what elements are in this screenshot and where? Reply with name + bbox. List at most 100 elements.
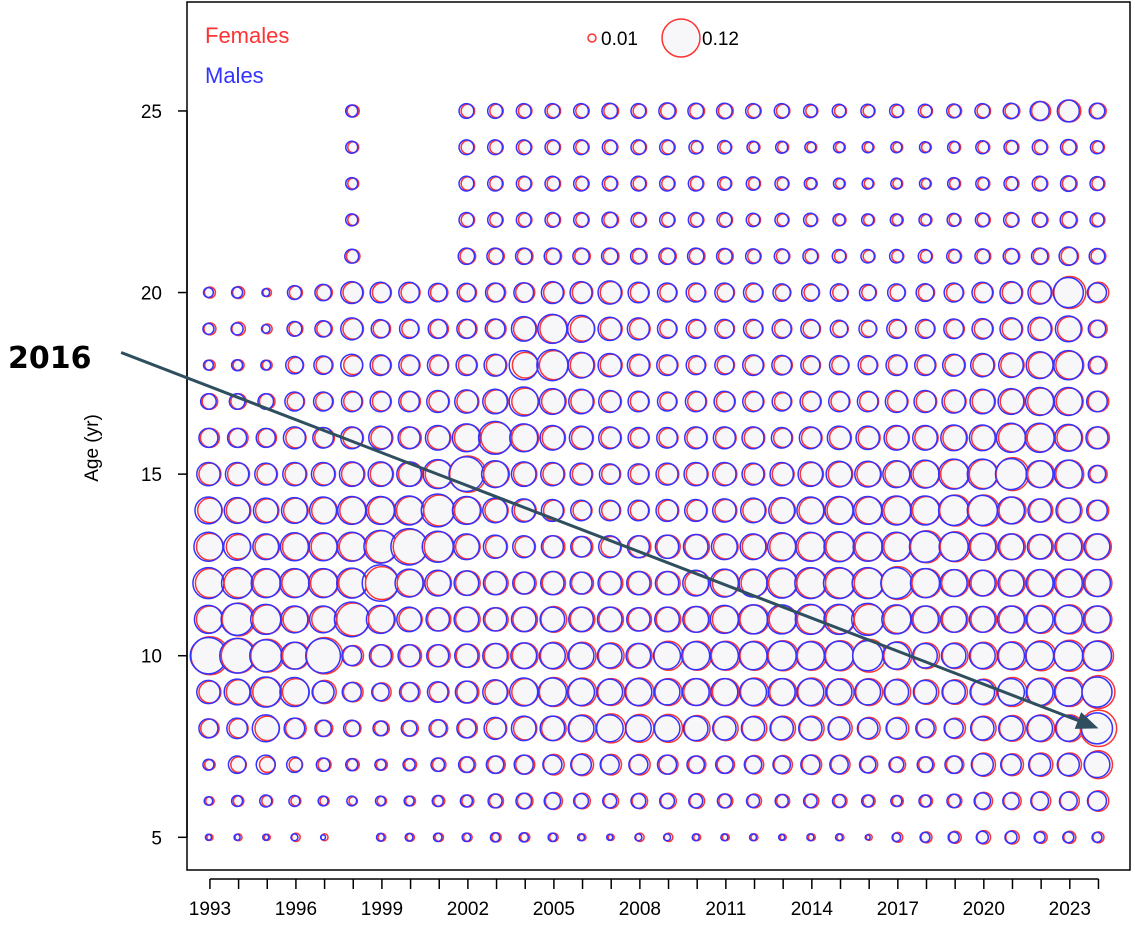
bubble-male xyxy=(767,677,796,707)
bubble-male xyxy=(885,717,908,740)
bubble-male xyxy=(284,391,305,412)
bubble-male xyxy=(508,349,539,381)
bubble-male xyxy=(971,281,994,304)
bubble-female xyxy=(459,756,477,774)
bubble-male xyxy=(658,139,676,156)
bubble-male xyxy=(286,284,303,301)
bubble-male xyxy=(832,141,846,154)
bubble-male xyxy=(601,139,618,156)
bubble-male xyxy=(344,176,359,191)
bubble-male xyxy=(916,756,934,774)
bubble-male xyxy=(368,425,393,451)
bubble-male xyxy=(398,281,421,304)
bubble-male xyxy=(282,426,307,450)
bubble-male xyxy=(569,571,593,595)
bubble-female xyxy=(1026,568,1056,598)
bubble-female xyxy=(1059,790,1081,812)
bubble-female xyxy=(512,606,539,633)
bubble-male xyxy=(599,754,620,775)
bubble-male xyxy=(598,463,621,486)
bubble-female xyxy=(655,606,682,633)
bubble-male xyxy=(630,211,647,229)
bubble-male xyxy=(711,461,737,487)
bubble-male xyxy=(368,644,393,668)
bubble-male xyxy=(654,606,681,633)
bubble-male xyxy=(403,795,415,807)
bubble-male xyxy=(397,644,421,668)
bubble-male xyxy=(624,677,653,707)
bubble-male xyxy=(1059,211,1078,229)
bubble-male xyxy=(885,354,908,377)
bubble-male xyxy=(489,831,501,843)
bubble-female xyxy=(1000,752,1025,777)
bubble-male xyxy=(682,715,709,742)
bubble-male xyxy=(741,462,765,486)
bubble-female xyxy=(456,680,480,704)
bubble-male xyxy=(539,424,566,451)
bubble-male xyxy=(601,102,619,120)
bubble-male xyxy=(854,460,882,488)
bubble-male xyxy=(605,833,614,842)
bubble-female xyxy=(627,607,653,632)
bubble-female xyxy=(1028,498,1054,523)
bubble-male xyxy=(282,461,307,487)
bubble-male xyxy=(1027,280,1053,305)
bubble-male xyxy=(484,318,506,340)
bubble-male xyxy=(652,641,682,670)
bubble-female xyxy=(513,571,537,595)
bubble-male xyxy=(656,282,678,303)
bubble-male xyxy=(431,794,444,808)
bubble-male xyxy=(1083,751,1111,779)
bubble-male xyxy=(860,248,876,264)
bubble-male xyxy=(832,213,846,227)
bubble-male xyxy=(601,175,618,192)
bubble-male xyxy=(860,213,875,227)
bubble-male xyxy=(748,833,758,842)
bubble-male xyxy=(1056,752,1081,777)
bubble-male xyxy=(1026,533,1053,560)
bubble-male xyxy=(630,139,647,156)
bubble-male xyxy=(454,389,479,414)
bubble-female xyxy=(945,755,965,775)
bubble-male xyxy=(510,642,538,670)
bubble-male xyxy=(683,461,709,487)
bubble-male xyxy=(570,753,593,776)
bubble-female xyxy=(598,570,624,596)
bubble-male xyxy=(627,463,650,486)
bubble-male xyxy=(487,793,503,809)
legend-label-females: Females xyxy=(205,23,289,48)
bubble-female xyxy=(683,677,712,707)
bubble-male xyxy=(968,569,996,597)
bubble-male xyxy=(802,248,819,265)
bubble-male xyxy=(312,391,334,412)
bubble-male xyxy=(746,140,760,155)
bubble-male xyxy=(251,714,280,743)
annotation: 2016 xyxy=(8,341,1099,729)
bubble-male xyxy=(482,534,508,560)
y-tick-label: 10 xyxy=(141,647,162,668)
bubble-male xyxy=(745,212,761,228)
bubble-female xyxy=(402,719,420,737)
bubble-male xyxy=(369,390,392,413)
bubble-male xyxy=(823,530,855,563)
bubble-female xyxy=(711,677,741,707)
bubble-male xyxy=(774,140,789,155)
bubble-male xyxy=(831,793,847,809)
bubble-male xyxy=(888,756,905,773)
x-tick-label: 2005 xyxy=(533,899,575,920)
bubble-male xyxy=(510,315,537,342)
bubble-male xyxy=(656,354,679,377)
bubble-male xyxy=(233,833,241,842)
bubble-male xyxy=(997,387,1025,416)
bubble-male xyxy=(685,318,706,340)
bubble-male xyxy=(658,175,676,192)
bubble-male xyxy=(596,606,623,633)
bubble-male xyxy=(685,354,706,376)
bubble-male xyxy=(483,353,507,377)
bubble-male xyxy=(943,282,964,303)
bubble-male xyxy=(804,141,817,154)
bubble-male xyxy=(1025,605,1054,634)
bubble-male xyxy=(542,754,563,775)
bubble-male xyxy=(539,715,566,742)
bubble-male xyxy=(681,677,710,707)
